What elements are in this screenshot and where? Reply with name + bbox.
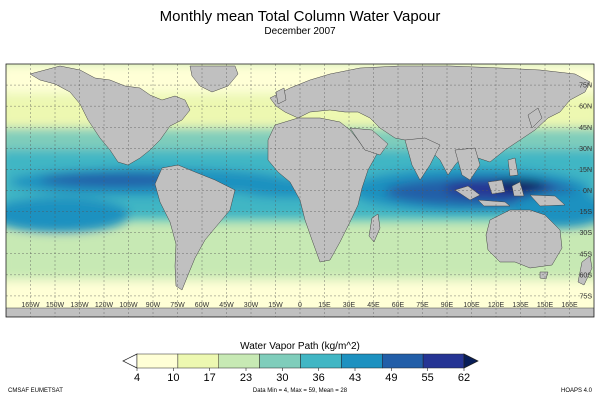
longitude-label: 75E — [416, 302, 429, 309]
longitude-label: 60W — [195, 302, 210, 309]
longitude-label: 150W — [46, 302, 65, 309]
colorbar-segment — [300, 353, 342, 369]
longitude-label: 30E — [343, 302, 356, 309]
longitude-label: 105W — [119, 302, 138, 309]
longitude-label: 60E — [392, 302, 405, 309]
colorbar: 4 10 17 23 30 36 43 49 55 62 — [122, 353, 479, 384]
latitude-label: 30N — [579, 146, 592, 153]
map-area — [6, 64, 594, 317]
colorbar-overflow-triangle — [463, 353, 479, 369]
latitude-label: 75S — [580, 293, 593, 300]
continents — [6, 65, 594, 317]
longitude-label: 90E — [441, 302, 454, 309]
longitude-label: 120E — [488, 302, 505, 309]
colorbar-tick-label: 30 — [276, 372, 288, 384]
colorbar-segment — [341, 353, 383, 369]
colorbar-segment — [259, 353, 301, 369]
longitude-label: 30W — [244, 302, 259, 309]
footer-source: CMSAF EUMETSAT — [8, 388, 63, 394]
latitude-label: 45S — [580, 251, 593, 258]
colorbar-underflow-triangle — [122, 353, 138, 369]
longitude-label: 90W — [146, 302, 161, 309]
colorbar-segment — [136, 353, 179, 369]
graticule — [6, 64, 594, 317]
latitude-label: 0N — [583, 188, 592, 195]
colorbar-title: Water Vapor Path (kg/m^2) — [240, 341, 360, 352]
colorbar-segment — [382, 353, 424, 369]
latitude-label: 45N — [579, 125, 592, 132]
colorbar-tick-label: 62 — [458, 372, 470, 384]
colorbar-tick-label: 17 — [204, 372, 216, 384]
longitude-label: 105E — [463, 302, 480, 309]
longitude-label: 0 — [298, 302, 302, 309]
latitude-label: 60N — [579, 104, 592, 111]
longitude-label: 150E — [537, 302, 554, 309]
map-subtitle: December 2007 — [264, 26, 336, 37]
longitude-labels: 165W 150W 135W 120W 105W 90W 75W 60W 45W 30W 15W 0 1… — [21, 302, 578, 309]
colorbar-segment — [422, 353, 465, 369]
longitude-label: 120W — [95, 302, 114, 309]
colorbar-tick-label: 49 — [385, 372, 397, 384]
latitude-label: 60S — [580, 272, 593, 279]
longitude-label: 135W — [70, 302, 89, 309]
longitude-label: 15E — [318, 302, 331, 309]
colorbar-tick-label: 55 — [422, 372, 434, 384]
longitude-label: 45W — [219, 302, 234, 309]
longitude-label: 15W — [268, 302, 283, 309]
colorbar-tick-label: 10 — [167, 372, 179, 384]
longitude-label: 75W — [170, 302, 185, 309]
map-frame — [5, 63, 595, 318]
colorbar-tick-label: 23 — [240, 372, 252, 384]
footer-stats: Data Min = 4, Max = 59, Mean = 28 — [252, 388, 348, 394]
latitude-label: 30S — [580, 230, 593, 237]
footer-version: HOAPS 4.0 — [560, 388, 592, 394]
latitude-label: 75N — [579, 83, 592, 90]
latitude-labels: 75N 60N 45N 30N 15N 0N 15S 30S 45S 60S 75S — [579, 83, 592, 301]
latitude-label: 15S — [580, 209, 593, 216]
colorbar-tick-label: 43 — [349, 372, 361, 384]
longitude-label: 165W — [21, 302, 40, 309]
latitude-label: 15N — [579, 167, 592, 174]
colorbar-segment — [218, 353, 260, 369]
colorbar-tick-label: 36 — [313, 372, 325, 384]
colorbar-segment — [177, 353, 219, 369]
longitude-label: 45E — [367, 302, 380, 309]
map-title: Monthly mean Total Column Water Vapour — [159, 8, 441, 25]
longitude-label: 135E — [512, 302, 529, 309]
colorbar-tick-label: 4 — [134, 372, 140, 384]
longitude-label: 165E — [561, 302, 578, 309]
